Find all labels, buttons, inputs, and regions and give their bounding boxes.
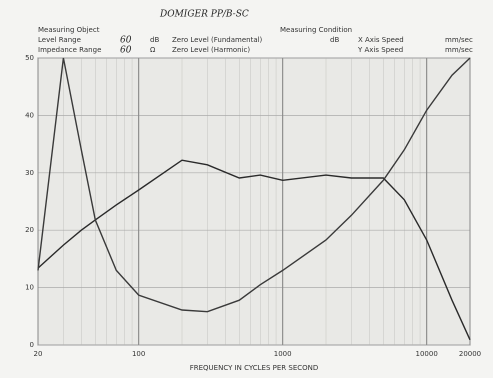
x-tick-label: 10000 [416, 350, 438, 358]
header-value: 60 [120, 36, 132, 46]
y-tick-label: 20 [25, 226, 34, 234]
curve [37, 57, 471, 313]
header-label: Zero Level (Fundamental) [172, 36, 263, 44]
header-unit: Ω [150, 46, 156, 54]
y-tick-label: 10 [25, 284, 34, 292]
x-tick-label: 20000 [459, 350, 481, 358]
header-label: Y Axis Speed [357, 46, 403, 54]
y-tick-label: 30 [25, 169, 34, 177]
plot-area [37, 57, 471, 346]
header-unit: mm/sec [445, 36, 473, 44]
header-label: Level Range [38, 36, 81, 44]
y-tick-label: 0 [30, 341, 34, 349]
x-tick-label: 100 [132, 350, 145, 358]
header-unit: mm/sec [445, 46, 473, 54]
x-tick-label: 20 [34, 350, 43, 358]
curve [37, 159, 471, 341]
header-value: 60 [120, 46, 132, 56]
header-unit: dB [150, 36, 159, 44]
x-axis-label: FREQUENCY IN CYCLES PER SECOND [190, 364, 319, 372]
header-label: Measuring Condition [280, 26, 352, 34]
header-label: Zero Level (Harmonic) [172, 46, 250, 54]
x-tick-label: 1000 [274, 350, 292, 358]
header-label: Measuring Object [38, 26, 100, 34]
header-label: Impedance Range [38, 46, 101, 54]
y-tick-label: 40 [25, 111, 34, 119]
header-label: X Axis Speed [358, 36, 404, 44]
header-unit: dB [330, 36, 339, 44]
chart-title: DOMIGER PP/B-SC [159, 10, 249, 20]
y-tick-label: 50 [25, 54, 34, 62]
